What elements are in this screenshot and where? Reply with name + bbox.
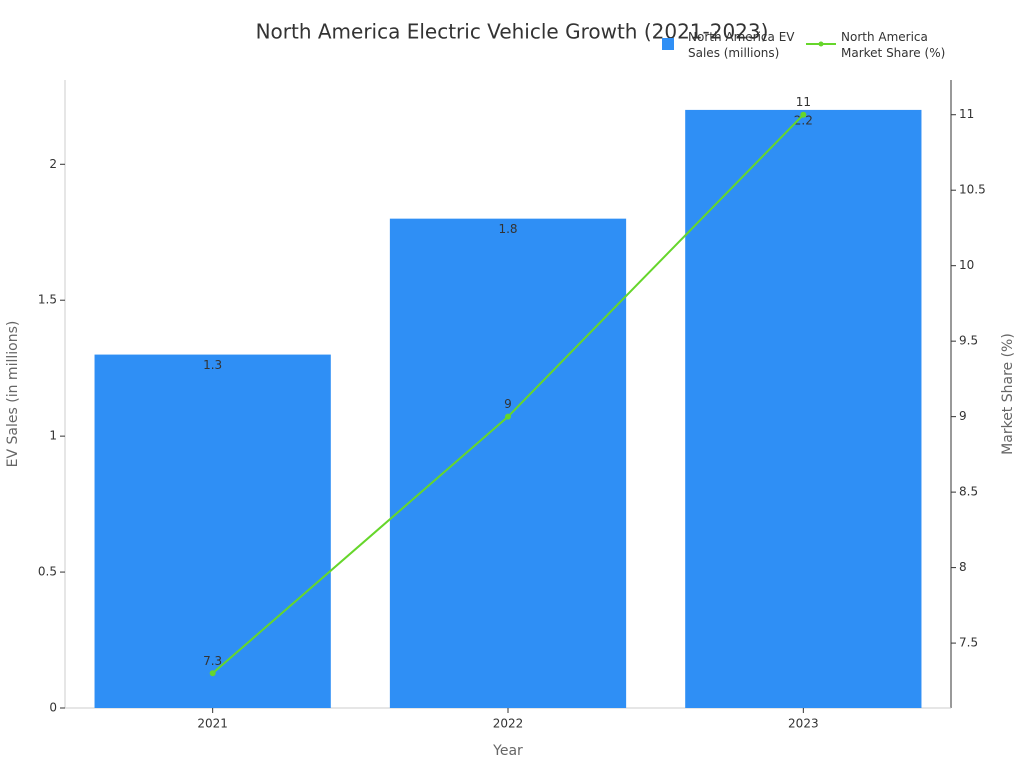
x-axis-label: Year — [492, 743, 523, 759]
bar-value-label: 1.3 — [203, 358, 222, 372]
y2-tick-label: 9.5 — [959, 334, 978, 348]
y2-tick-label: 7.5 — [959, 636, 978, 650]
legend-swatch — [662, 38, 674, 50]
bar — [685, 109, 922, 708]
y-tick-label: 1 — [49, 429, 57, 443]
bar-value-label: 2.2 — [794, 113, 813, 127]
y2-tick-label: 10.5 — [959, 183, 986, 197]
legend-label: North America EV Sales (millions) — [688, 30, 795, 60]
line-point — [800, 111, 807, 118]
line-value-label: 9 — [504, 397, 512, 411]
y-tick-label: 2 — [49, 157, 57, 171]
y-axis-label: EV Sales (in millions) — [5, 321, 21, 468]
y2-tick-label: 10 — [959, 258, 974, 272]
y2-tick-label: 11 — [959, 107, 974, 121]
y2-tick-label: 8.5 — [959, 485, 978, 499]
legend-swatch — [818, 41, 824, 47]
x-tick-label: 2021 — [197, 717, 228, 731]
y2-tick-label: 8 — [959, 560, 967, 574]
line-value-label: 7.3 — [203, 654, 222, 668]
bar-value-label: 1.8 — [498, 222, 517, 236]
line-point — [505, 413, 511, 420]
x-tick-label: 2023 — [788, 717, 819, 731]
x-tick-label: 2022 — [493, 717, 524, 731]
y-tick-label: 1.5 — [38, 293, 57, 307]
y2-axis-label: Market Share (%) — [1000, 333, 1016, 455]
legend-label: North America Market Share (%) — [841, 30, 946, 60]
bar — [94, 354, 331, 708]
chart-title: North America Electric Vehicle Growth (2… — [256, 20, 769, 44]
line-value-label: 11 — [796, 95, 811, 109]
bar — [389, 218, 627, 708]
y2-tick-label: 9 — [959, 409, 967, 423]
y-tick-label: 0 — [49, 701, 57, 715]
line-point — [209, 670, 216, 677]
y-tick-label: 0.5 — [38, 565, 57, 579]
